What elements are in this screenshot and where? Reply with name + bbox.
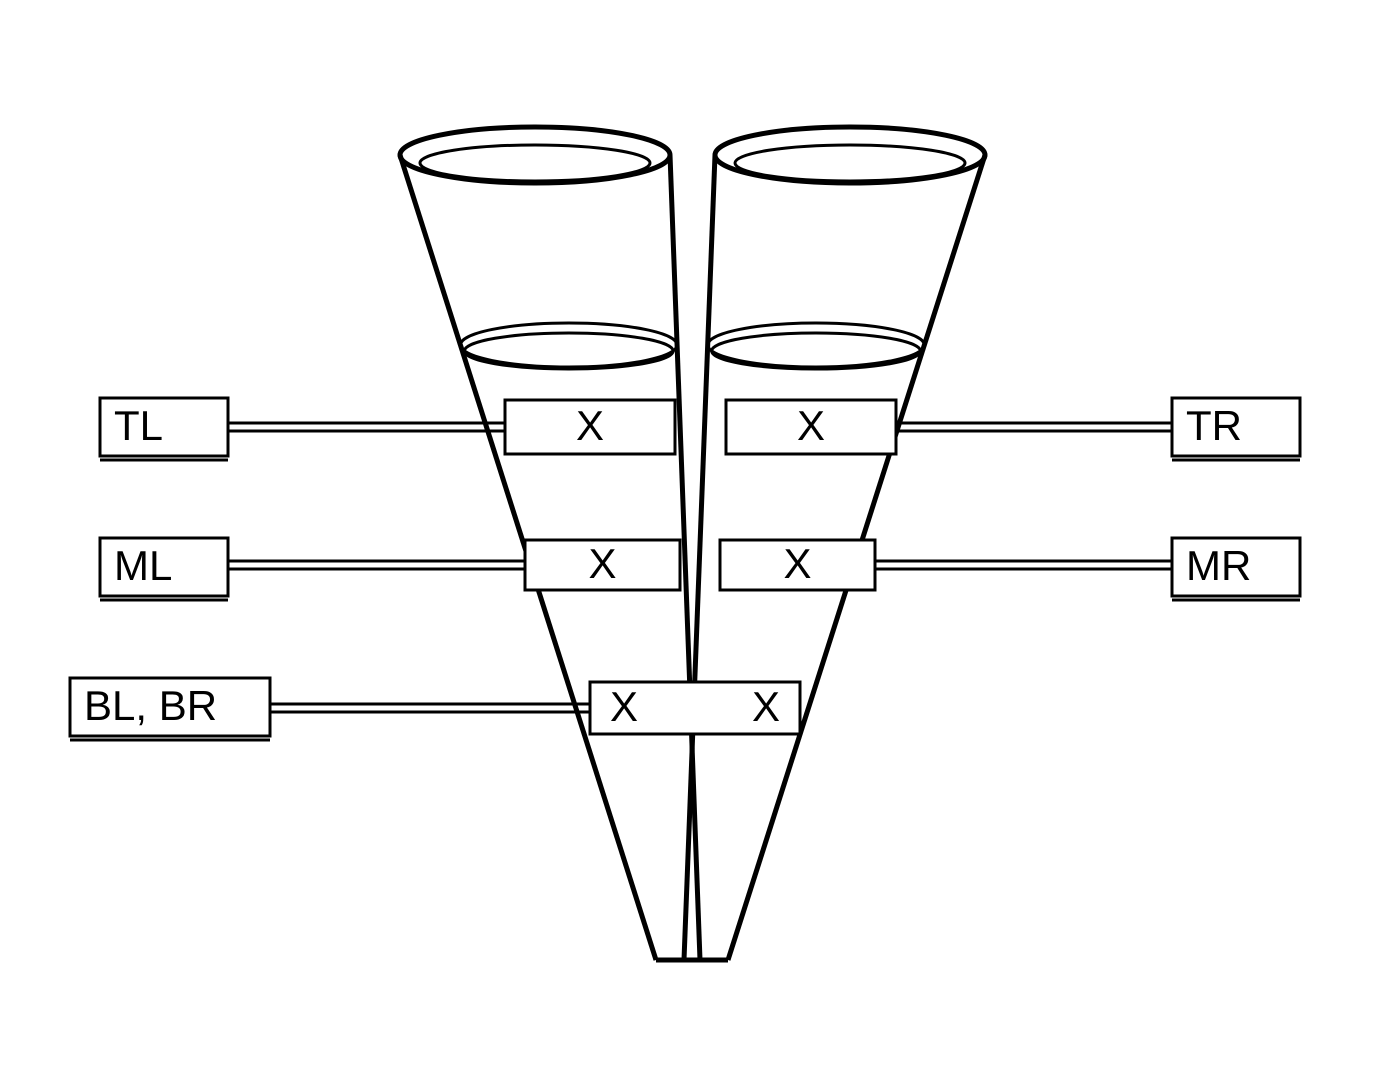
x-box-mid-right: X [720, 540, 875, 590]
label-box-bl-br: BL, BR [70, 678, 270, 740]
svg-text:X: X [797, 402, 825, 449]
connector-ml [228, 561, 525, 569]
x-box-top-right: X [726, 400, 896, 454]
connector-tl [228, 423, 505, 431]
connector-bl-br [270, 704, 590, 712]
label-box-mr-text: MR [1186, 542, 1251, 589]
svg-text:X: X [610, 683, 638, 730]
label-box-ml-text: ML [114, 542, 172, 589]
svg-text:X: X [576, 402, 604, 449]
svg-text:X: X [783, 540, 811, 587]
label-box-tl-text: TL [114, 402, 163, 449]
svg-text:X: X [752, 683, 780, 730]
connector-tr [896, 423, 1172, 431]
label-box-tl: TL [100, 398, 228, 460]
x-box-bottom: XX [590, 682, 800, 734]
diagram-canvas: TLMLBL, BRTRMRXXXXXX [0, 0, 1392, 1090]
label-box-tr-text: TR [1186, 402, 1242, 449]
label-box-ml: ML [100, 538, 228, 600]
x-box-top-left: X [505, 400, 675, 454]
connector-mr [875, 561, 1172, 569]
label-box-mr: MR [1172, 538, 1300, 600]
label-box-bl-br-text: BL, BR [84, 682, 217, 729]
label-box-tr: TR [1172, 398, 1300, 460]
svg-text:X: X [588, 540, 616, 587]
x-box-mid-left: X [525, 540, 680, 590]
